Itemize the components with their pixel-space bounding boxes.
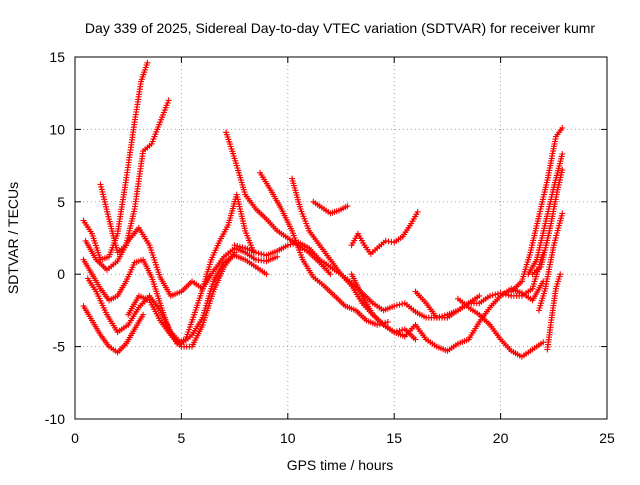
- data-series: [80, 59, 566, 360]
- data-point-marker: [559, 151, 566, 157]
- data-point-marker: [236, 243, 243, 250]
- data-point-marker: [391, 303, 398, 310]
- series-arc-18: [525, 151, 566, 278]
- series-arc-12: [348, 208, 421, 257]
- series-arc-7: [125, 249, 238, 350]
- x-tick-label: 5: [178, 430, 186, 446]
- y-tick-label: 15: [49, 49, 65, 65]
- x-tick-label: 10: [280, 430, 296, 446]
- series-arc-21: [544, 271, 564, 353]
- chart-title: Day 339 of 2025, Sidereal Day-to-day VTE…: [85, 20, 595, 36]
- y-tick-label: -10: [45, 411, 65, 427]
- data-point-marker: [274, 253, 281, 260]
- series-line: [415, 252, 544, 319]
- series-arc-19: [529, 166, 566, 278]
- data-point-marker: [399, 326, 406, 333]
- data-point-marker: [412, 336, 419, 343]
- data-point-marker: [165, 97, 172, 104]
- series-line: [351, 211, 419, 255]
- data-point-marker: [396, 301, 403, 308]
- data-point-marker: [234, 243, 241, 249]
- y-tick-label: -5: [53, 339, 66, 355]
- data-point-marker: [255, 250, 262, 257]
- y-tick-label: 10: [49, 121, 65, 137]
- series-arc-3: [80, 303, 147, 356]
- data-point-marker: [327, 271, 334, 278]
- series-arc-20: [535, 210, 566, 314]
- axis-ticks: 0 5 10 15 20 25 -10 -5 0 5 10 15: [45, 49, 615, 446]
- series-arc-1: [80, 59, 151, 263]
- data-point-marker: [252, 249, 259, 256]
- data-point-marker: [557, 271, 564, 278]
- plot-frame: [74, 56, 608, 420]
- data-point-marker: [140, 311, 147, 318]
- series-arc-16: [455, 295, 547, 360]
- data-point-marker: [144, 59, 151, 66]
- data-point-marker: [284, 242, 291, 249]
- data-point-marker: [559, 125, 566, 131]
- y-tick-label: 5: [57, 194, 65, 210]
- data-point-marker: [290, 240, 297, 247]
- x-tick-label: 25: [599, 430, 615, 446]
- data-point-marker: [384, 319, 391, 325]
- data-point-marker: [487, 292, 493, 299]
- series-line: [291, 178, 416, 340]
- data-point-marker: [258, 250, 265, 257]
- data-point-marker: [559, 210, 566, 217]
- series-arc-6: [84, 252, 270, 347]
- grid-lines: [75, 57, 607, 419]
- data-point-marker: [231, 242, 238, 249]
- data-point-marker: [239, 244, 246, 251]
- data-point-marker: [489, 292, 496, 299]
- series-arc-13: [231, 239, 483, 321]
- data-point-marker: [414, 208, 421, 215]
- data-point-marker: [494, 290, 501, 297]
- series-arc-8: [223, 129, 334, 278]
- series-arc-15: [412, 249, 547, 321]
- data-point-marker: [492, 291, 499, 298]
- x-tick-label: 20: [493, 430, 509, 446]
- data-point-marker: [374, 321, 381, 328]
- data-point-marker: [505, 292, 512, 299]
- x-tick-label: 0: [71, 430, 79, 446]
- y-tick-label: 0: [57, 266, 65, 282]
- series-arc-11: [310, 198, 351, 217]
- x-tick-label: 15: [386, 430, 402, 446]
- series-arc-9: [257, 169, 391, 328]
- data-point-marker: [344, 203, 351, 210]
- data-point-marker: [399, 300, 406, 307]
- data-point-marker: [231, 249, 238, 256]
- data-point-marker: [287, 241, 294, 248]
- series-arc-5: [82, 224, 281, 299]
- data-point-marker: [497, 290, 504, 296]
- series-arc-10: [289, 175, 419, 343]
- data-point-marker: [393, 302, 400, 309]
- x-axis-label: GPS time / hours: [287, 457, 394, 473]
- data-point-marker: [396, 327, 403, 334]
- data-point-marker: [263, 271, 270, 278]
- series-arc-17: [508, 125, 566, 295]
- data-point-marker: [559, 166, 566, 173]
- data-point-marker: [500, 290, 507, 297]
- data-point-marker: [502, 291, 509, 298]
- data-point-marker: [476, 292, 483, 299]
- data-point-marker: [540, 339, 547, 346]
- y-axis-label: SDTVAR / TECUs: [5, 182, 21, 294]
